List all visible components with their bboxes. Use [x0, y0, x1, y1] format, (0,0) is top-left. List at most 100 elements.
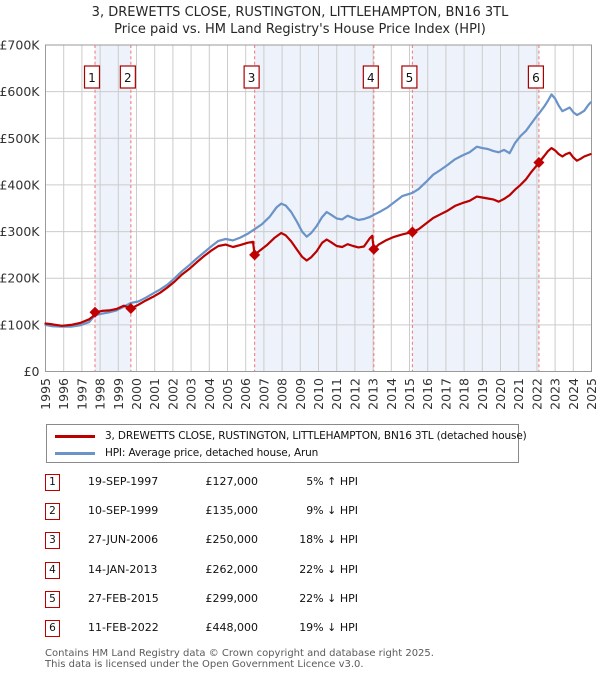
sale-event-number-box	[527, 65, 545, 89]
transaction-hpi-delta: 19% ↓ HPI	[299, 621, 358, 634]
x-axis-tick-label: 2019	[475, 378, 490, 410]
price-paid-line-swatch	[55, 434, 95, 438]
sale-price-marker	[125, 303, 137, 315]
transaction-date: 10-SEP-1999	[88, 504, 159, 517]
hpi-line	[44, 93, 592, 328]
x-axis-tick-label: 2000	[129, 378, 144, 410]
sale-event-number-box	[83, 65, 101, 89]
transaction-price: £262,000	[205, 563, 259, 576]
transaction-date: 27-FEB-2015	[88, 592, 159, 605]
x-axis-tick-label: 2014	[384, 378, 399, 410]
x-axis-tick-label: 2008	[275, 378, 290, 410]
x-axis-tick-label: 2025	[584, 378, 599, 410]
x-axis-tick-label: 2015	[402, 378, 417, 410]
transaction-price: £135,000	[205, 504, 259, 517]
x-axis-tick-label: 2020	[493, 378, 508, 410]
y-axis-tick-label: £500K	[0, 131, 40, 146]
x-axis-tick-label: 1998	[93, 378, 108, 410]
x-axis-tick-label: 1996	[56, 378, 71, 410]
sale-event-number: 2	[124, 71, 132, 85]
transaction-date: 14-JAN-2013	[88, 563, 158, 576]
transaction-number-badge: 6	[45, 620, 60, 637]
sale-event-number: 6	[532, 71, 540, 85]
sale-event-number-box	[243, 65, 260, 89]
x-axis-tick-label: 2021	[511, 378, 526, 410]
transaction-row: 2 10-SEP-1999 £135,000 9% ↓ HPI	[0, 503, 600, 523]
y-axis-tick-label: £700K	[0, 38, 40, 53]
sale-event-number-box	[119, 65, 136, 89]
x-axis-tick-label: 2010	[311, 378, 326, 410]
x-axis-tick-label: 2006	[238, 378, 253, 410]
y-axis-tick-label: £400K	[0, 177, 40, 192]
x-axis-tick-label: 2013	[366, 378, 381, 410]
copyright-line-2: This data is licensed under the Open Gov…	[45, 659, 364, 670]
transaction-hpi-delta: 18% ↓ HPI	[299, 533, 358, 546]
legend-label-hpi: HPI: Average price, detached house, Arun	[105, 447, 319, 459]
transaction-price: £127,000	[205, 475, 259, 488]
y-axis-tick-label: £300K	[0, 224, 40, 239]
transaction-number-badge: 4	[45, 562, 60, 579]
x-axis-tick-label: 2022	[529, 378, 544, 410]
transaction-date: 27-JUN-2006	[88, 533, 159, 546]
price-paid-line	[44, 147, 592, 327]
copyright-line-1: Contains HM Land Registry data © Crown c…	[45, 648, 434, 659]
legend-row-hpi: HPI: Average price, detached house, Arun	[55, 445, 318, 461]
sale-event-number: 1	[88, 71, 96, 85]
legend-label-price-paid: 3, DREWETTS CLOSE, RUSTINGTON, LITTLEHAM…	[105, 430, 527, 442]
sale-event-number-box	[401, 65, 418, 89]
chart-title: 3, DREWETTS CLOSE, RUSTINGTON, LITTLEHAM…	[91, 5, 509, 20]
sale-event-number-box	[362, 65, 379, 89]
sale-price-marker	[368, 243, 380, 255]
transaction-number-badge: 5	[45, 591, 60, 608]
transaction-date: 19-SEP-1997	[88, 475, 159, 488]
x-axis-tick-label: 1995	[38, 378, 53, 410]
sale-event-number: 5	[406, 71, 414, 85]
transaction-number-badge: 2	[45, 503, 60, 520]
y-axis-tick-label: £0	[24, 364, 40, 379]
y-axis-tick-label: £200K	[0, 271, 40, 286]
hpi-line-swatch	[55, 451, 95, 455]
x-axis-tick-label: 2003	[184, 378, 199, 410]
chart-subtitle: Price paid vs. HM Land Registry's House …	[114, 22, 486, 37]
x-axis-tick-label: 2004	[202, 378, 217, 410]
x-axis-tick-label: 2002	[165, 378, 180, 410]
y-axis-tick-label: £100K	[0, 317, 40, 332]
sale-price-marker	[533, 157, 545, 169]
x-axis-tick-label: 2016	[420, 378, 435, 410]
ownership-period-band	[254, 45, 374, 372]
x-axis-tick-label: 2017	[438, 378, 453, 410]
transaction-row: 6 11-FEB-2022 £448,000 19% ↓ HPI	[0, 620, 600, 640]
x-axis-tick-label: 2023	[548, 378, 563, 410]
y-axis-tick-label: £600K	[0, 84, 40, 99]
x-axis-tick-label: 2024	[566, 378, 581, 410]
sale-price-marker	[89, 306, 101, 318]
transaction-number-badge: 1	[45, 474, 60, 491]
transaction-hpi-delta: 9% ↓ HPI	[306, 504, 358, 517]
ownership-period-band	[412, 45, 539, 372]
transaction-price: £299,000	[205, 592, 259, 605]
sale-price-marker	[249, 249, 261, 261]
sale-event-number: 4	[367, 71, 375, 85]
plot-border	[45, 44, 592, 372]
transaction-price: £448,000	[205, 621, 259, 634]
x-axis-tick-label: 2009	[293, 378, 308, 410]
x-axis-tick-label: 1997	[74, 378, 89, 410]
x-axis-tick-label: 2011	[329, 378, 344, 410]
legend-row-price-paid: 3, DREWETTS CLOSE, RUSTINGTON, LITTLEHAM…	[55, 428, 527, 444]
x-axis-tick-label: 2018	[457, 378, 472, 410]
x-axis-tick-label: 1999	[111, 378, 126, 410]
transaction-price: £250,000	[205, 533, 259, 546]
legend: 3, DREWETTS CLOSE, RUSTINGTON, LITTLEHAM…	[46, 424, 527, 463]
x-axis-tick-label: 2005	[220, 378, 235, 410]
price-history-chart: 1 2 3 4 5 6 £700K £600K £500K £400K £300K £200K £100…	[0, 38, 599, 410]
sale-price-marker	[406, 226, 418, 238]
x-axis-tick-label: 2007	[256, 378, 271, 410]
transaction-hpi-delta: 22% ↓ HPI	[299, 592, 358, 605]
transaction-row: 1 19-SEP-1997 £127,000 5% ↑ HPI	[0, 474, 600, 494]
x-axis-tick-label: 2012	[347, 378, 362, 410]
sale-event-number: 3	[248, 71, 256, 85]
transaction-hpi-delta: 22% ↓ HPI	[299, 563, 358, 576]
x-axis-tick-label: 2001	[147, 378, 162, 410]
transaction-row: 4 14-JAN-2013 £262,000 22% ↓ HPI	[0, 562, 600, 582]
transaction-hpi-delta: 5% ↑ HPI	[306, 475, 358, 488]
